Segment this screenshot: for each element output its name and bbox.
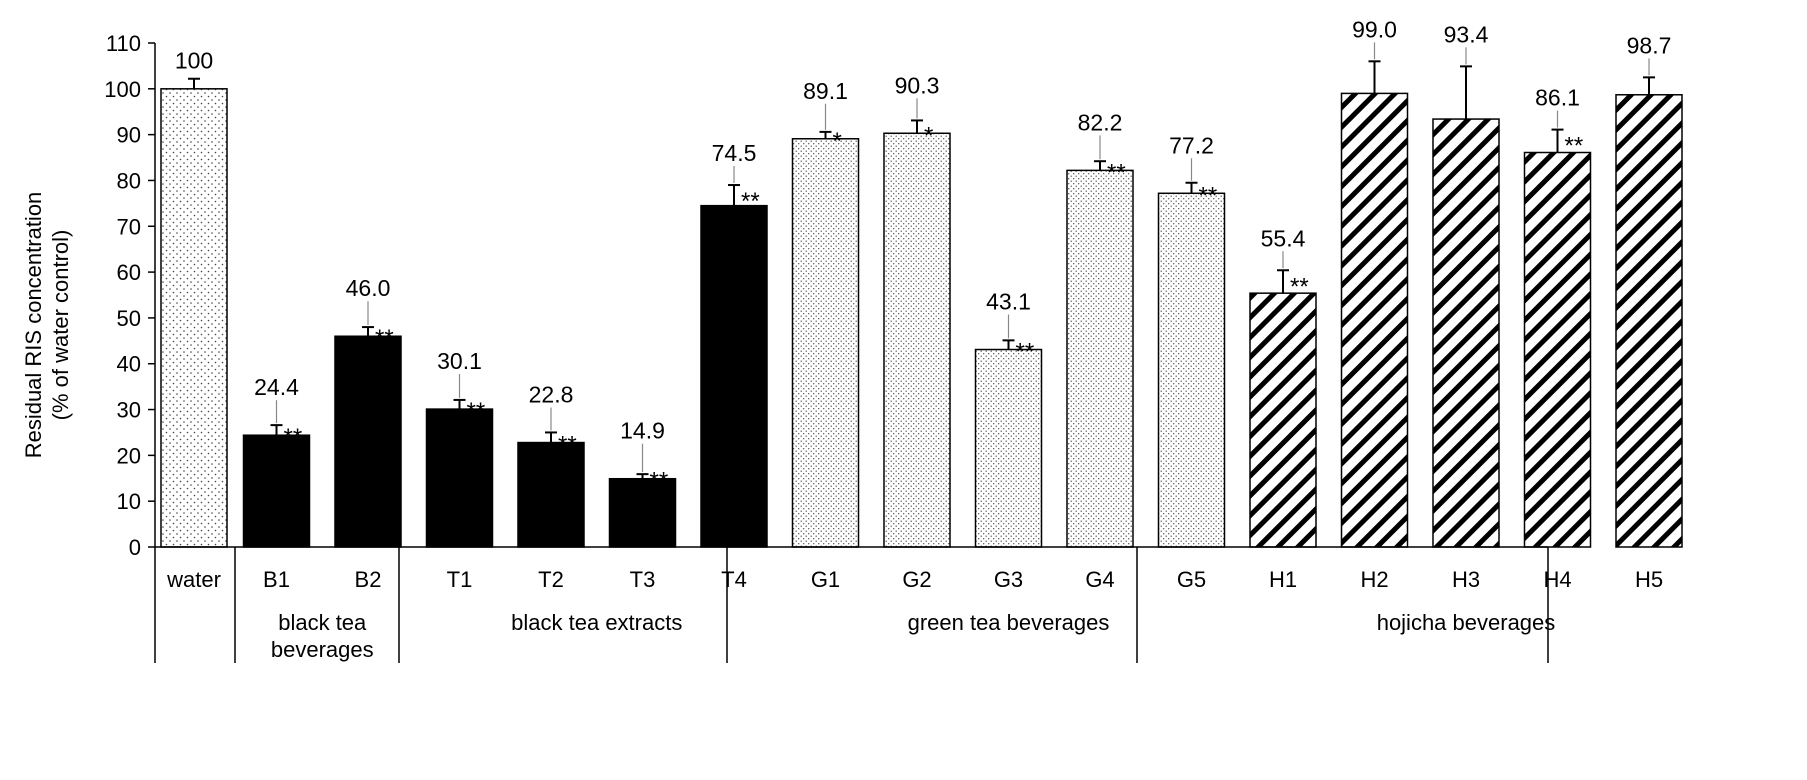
y-axis-title-line2: (% of water control) [48, 230, 73, 421]
group-label: hojicha beverages [1377, 610, 1556, 635]
value-label: 43.1 [986, 289, 1031, 315]
y-tick-label: 100 [104, 77, 141, 102]
y-tick-label: 40 [117, 352, 141, 377]
bar-T1 [425, 408, 494, 548]
y-axis-title-line1: Residual RIS concentration [21, 192, 46, 459]
significance-marker: ** [1107, 159, 1126, 186]
y-tick-label: 60 [117, 260, 141, 285]
significance-marker: ** [467, 398, 486, 425]
value-label: 24.4 [254, 374, 299, 400]
x-tick-label: H2 [1360, 567, 1388, 592]
y-tick-label: 20 [117, 443, 141, 468]
significance-marker: ** [1199, 182, 1218, 209]
significance-marker: ** [1565, 133, 1584, 160]
bar-G3 [974, 348, 1043, 548]
y-tick-label: 10 [117, 489, 141, 514]
significance-marker: ** [1290, 273, 1309, 300]
bar-T2 [517, 441, 585, 548]
value-label: 77.2 [1169, 132, 1214, 158]
x-tick-label: H3 [1452, 567, 1480, 592]
value-label: 93.4 [1444, 21, 1489, 47]
significance-marker: ** [375, 325, 394, 352]
value-label: 90.3 [895, 72, 940, 98]
value-label: 55.4 [1261, 225, 1306, 251]
significance-marker: * [833, 128, 842, 155]
value-label: 89.1 [803, 78, 848, 104]
y-tick-label: 0 [129, 535, 141, 560]
y-axis: 0 10 20 30 40 50 60 70 80 90 100 110 [104, 31, 156, 560]
y-tick-label: 90 [117, 123, 141, 148]
bar-B1 [242, 434, 311, 548]
value-label: 14.9 [620, 418, 665, 444]
x-tick-label: H1 [1269, 567, 1297, 592]
value-label: 86.1 [1535, 85, 1580, 111]
y-tick-label: 80 [117, 168, 141, 193]
significance-marker: ** [558, 432, 577, 459]
x-tick-label: G1 [811, 567, 840, 592]
x-tick-label: B1 [263, 567, 290, 592]
group-label: green tea beverages [908, 610, 1110, 635]
value-label: 82.2 [1078, 109, 1123, 135]
bar-H1 [1249, 292, 1317, 548]
bar-B2 [334, 335, 402, 548]
bar-G4 [1066, 169, 1134, 548]
value-label: 22.8 [529, 382, 574, 408]
y-tick-label: 110 [106, 31, 141, 56]
x-tick-label: B2 [355, 567, 382, 592]
y-tick-label: 30 [117, 398, 141, 423]
x-tick-label: H4 [1543, 567, 1571, 592]
bars: 10024.4**46.0**30.1**22.8**14.9**74.5**8… [160, 16, 1683, 548]
significance-marker: ** [741, 188, 760, 215]
x-tick-label: G2 [902, 567, 931, 592]
x-tick-label: T3 [630, 567, 656, 592]
y-tick-label: 50 [117, 306, 141, 331]
group-label: black tea extracts [511, 610, 682, 635]
x-tick-label: T2 [538, 567, 564, 592]
significance-marker: ** [1016, 339, 1035, 366]
x-tick-label: water [166, 567, 221, 592]
significance-marker: ** [650, 468, 669, 495]
x-tick-label: G5 [1177, 567, 1206, 592]
bar-T3 [608, 477, 677, 548]
value-label: 99.0 [1352, 16, 1397, 42]
value-label: 30.1 [437, 348, 482, 374]
bar-T4 [700, 204, 768, 548]
category-table: water B1 B2 T1 T2 T3 T4 G1 G2 G3 G4 G5 H1 H2 H3 H4 H5 bla… [154, 546, 1663, 663]
bar-H3 [1432, 118, 1500, 548]
bar-G1 [791, 138, 860, 548]
bar-G2 [883, 132, 951, 548]
y-axis-title: Residual RIS concentration (% of water c… [21, 192, 73, 459]
bar-H5 [1615, 94, 1683, 548]
value-label: 46.0 [346, 275, 391, 301]
value-label: 98.7 [1627, 32, 1672, 58]
group-label: black tea [278, 610, 367, 635]
x-tick-label: H5 [1635, 567, 1663, 592]
value-label: 74.5 [712, 140, 757, 166]
significance-marker: * [924, 122, 933, 149]
significance-marker: ** [284, 424, 303, 451]
bar-G5 [1157, 192, 1226, 548]
value-label: 100 [175, 48, 213, 74]
x-tick-label: T1 [447, 567, 473, 592]
x-tick-label: G4 [1085, 567, 1114, 592]
group-label: beverages [271, 637, 374, 662]
bar-water [160, 88, 228, 548]
y-tick-label: 70 [117, 214, 141, 239]
x-tick-label: G3 [994, 567, 1023, 592]
bar-H4 [1523, 151, 1592, 548]
bar-H2 [1340, 92, 1409, 548]
x-tick-label: T4 [721, 567, 747, 592]
